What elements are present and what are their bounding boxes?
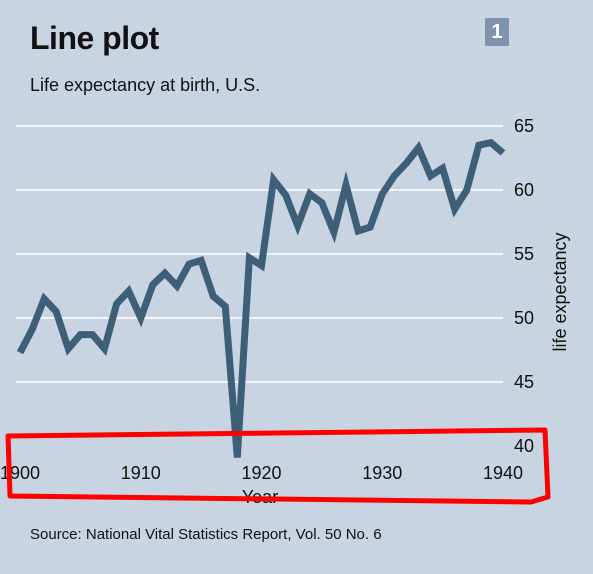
page-title: Line plot bbox=[30, 20, 159, 56]
y-tick-label: 65 bbox=[514, 116, 534, 136]
chart-subtitle: Life expectancy at birth, U.S. bbox=[30, 75, 261, 95]
x-tick-labels: 1900 1910 1920 1930 1940 bbox=[0, 463, 523, 483]
y-axis-title: life expectancy bbox=[550, 232, 570, 351]
y-tick-label: 55 bbox=[514, 244, 534, 264]
source-note: Source: National Vital Statistics Report… bbox=[30, 526, 382, 543]
y-tick-label: 60 bbox=[514, 180, 534, 200]
highlight-annotation bbox=[5, 427, 551, 505]
x-tick-label: 1910 bbox=[121, 463, 161, 483]
x-tick-label: 1940 bbox=[483, 463, 523, 483]
x-tick-label: 1930 bbox=[362, 463, 402, 483]
grid-lines bbox=[16, 125, 503, 383]
series-line bbox=[16, 138, 506, 458]
figure-number-badge: 1 bbox=[485, 18, 509, 46]
x-tick-label: 1920 bbox=[241, 463, 281, 483]
series-layer bbox=[16, 138, 506, 458]
y-tick-label: 40 bbox=[514, 436, 534, 456]
y-tick-label: 50 bbox=[514, 308, 534, 328]
x-tick-label: 1900 bbox=[0, 463, 40, 483]
y-tick-labels: 40 45 50 55 60 65 bbox=[514, 116, 534, 456]
y-tick-label: 45 bbox=[514, 372, 534, 392]
